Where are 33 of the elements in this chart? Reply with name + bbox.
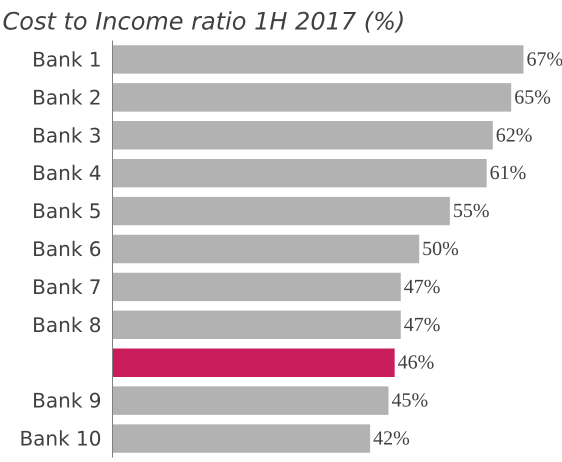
y-tick-label: Bank 3	[32, 123, 102, 148]
data-label: 46%	[398, 352, 434, 374]
y-tick-label: Bank 1	[32, 47, 102, 72]
bar	[112, 348, 395, 377]
bar	[112, 272, 401, 302]
bar	[112, 386, 389, 415]
data-label: 65%	[514, 86, 551, 108]
data-label: 47%	[404, 314, 440, 336]
bar	[112, 121, 493, 150]
data-label: 67%	[526, 48, 562, 70]
y-tick-label: Bank 9	[32, 388, 102, 413]
bar	[112, 310, 401, 340]
data-label: 50%	[422, 238, 459, 260]
data-label: 45%	[392, 390, 428, 412]
y-tick-label: Bank 2	[32, 85, 102, 110]
y-tick-label: Bank 8	[32, 312, 102, 337]
y-tick-label: Bank 6	[32, 237, 102, 261]
bar	[112, 424, 370, 453]
data-label: 55%	[452, 200, 490, 222]
y-tick-label: Bank 7	[32, 274, 102, 299]
data-label: 62%	[496, 124, 532, 146]
bar	[112, 83, 512, 112]
data-label: 47%	[404, 276, 440, 298]
bar	[112, 196, 450, 226]
chart-title: Cost to Income ratio 1H 2017 (%)	[2, 8, 406, 36]
y-tick-label: Bank 10	[19, 426, 102, 451]
bar	[112, 234, 420, 264]
y-tick-label: Bank 5	[32, 199, 102, 224]
y-tick-label: Bank 4	[32, 161, 102, 186]
bar	[112, 158, 487, 188]
bar	[112, 45, 524, 74]
data-label: 42%	[373, 428, 410, 450]
data-label: 61%	[490, 162, 526, 184]
